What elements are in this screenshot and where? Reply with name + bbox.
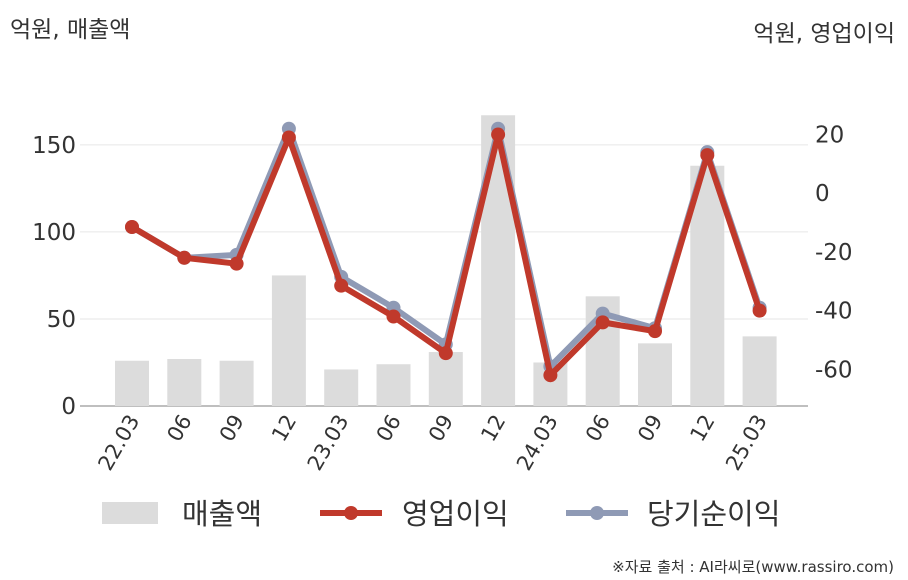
x-tick-label: 22.03 [93,411,144,475]
x-tick-label: 25.03 [721,411,772,475]
left-tick-label: 100 [32,220,76,246]
bar-revenue [115,360,149,406]
data-point [229,256,244,271]
legend-item: 당기순이익 [566,497,780,531]
series-line [129,125,763,370]
legend-label: 당기순이익 [647,497,780,531]
x-tick-label: 06 [162,411,196,446]
line-series-operating-profit [125,127,767,383]
data-point [177,250,192,265]
x-tick-label: 23.03 [303,411,354,475]
x-tick-label: 12 [685,411,719,446]
legend-swatch-bar [102,502,158,524]
bar-revenue [219,360,254,406]
data-point [543,368,558,383]
left-tick-label: 50 [47,307,76,333]
legend-item: 영업이익 [320,497,509,531]
data-point [334,278,349,293]
right-tick-label: -20 [815,240,853,266]
bar-revenue [376,364,411,406]
right-axis-ticks: -60 -40 -20 0 20 [815,123,853,384]
legend-swatch-marker [344,506,358,520]
data-point [491,127,506,142]
legend-swatch-marker [590,506,604,520]
bar-revenue [324,369,359,406]
data-point [700,148,715,163]
data-point [281,130,296,145]
x-tick-label: 12 [476,410,510,445]
bar-revenue [271,275,306,406]
data-point [438,346,453,361]
line-series-group [125,121,767,383]
source-note: ※자료 출처 : AI라씨로(www.rassiro.com) [612,558,894,576]
x-tick-label: 12 [267,411,301,446]
right-tick-label: -60 [815,357,853,383]
legend-label: 매출액 [182,497,262,531]
x-axis-ticks: 22.03 06 09 12 23.03 06 09 12 24.03 06 09 12 25.03 [93,410,771,474]
bar-series-revenue [115,115,777,406]
line-series-net-income [125,121,767,374]
right-axis-unit-label: 억원, 영업이익 [753,21,895,47]
data-point [648,324,662,339]
data-point [125,219,139,234]
bar-revenue [742,336,777,406]
x-tick-label: 09 [424,411,458,446]
x-tick-label: 24.03 [512,411,563,475]
bar-revenue [428,352,463,406]
legend: 매출액 영업이익 당기순이익 [102,497,780,531]
left-axis-unit-label: 억원, 매출액 [10,17,130,43]
x-tick-label: 09 [633,411,667,446]
x-tick-label: 06 [581,411,615,446]
left-axis-ticks: 0 50 100 150 [32,133,76,420]
x-tick-label: 09 [215,411,249,446]
legend-item: 매출액 [102,497,262,531]
left-tick-label: 150 [32,133,76,159]
bar-revenue [690,165,725,406]
right-tick-label: 20 [815,123,844,149]
data-point [595,315,610,330]
bar-revenue [638,343,672,406]
right-tick-label: 0 [815,181,830,207]
bar-revenue [481,115,516,406]
bar-revenue [167,358,202,406]
data-point [752,303,767,318]
legend-label: 영업이익 [402,497,509,531]
x-tick-label: 06 [372,411,406,446]
data-point [386,309,401,324]
right-tick-label: -40 [815,299,853,325]
left-tick-label: 0 [61,394,76,420]
